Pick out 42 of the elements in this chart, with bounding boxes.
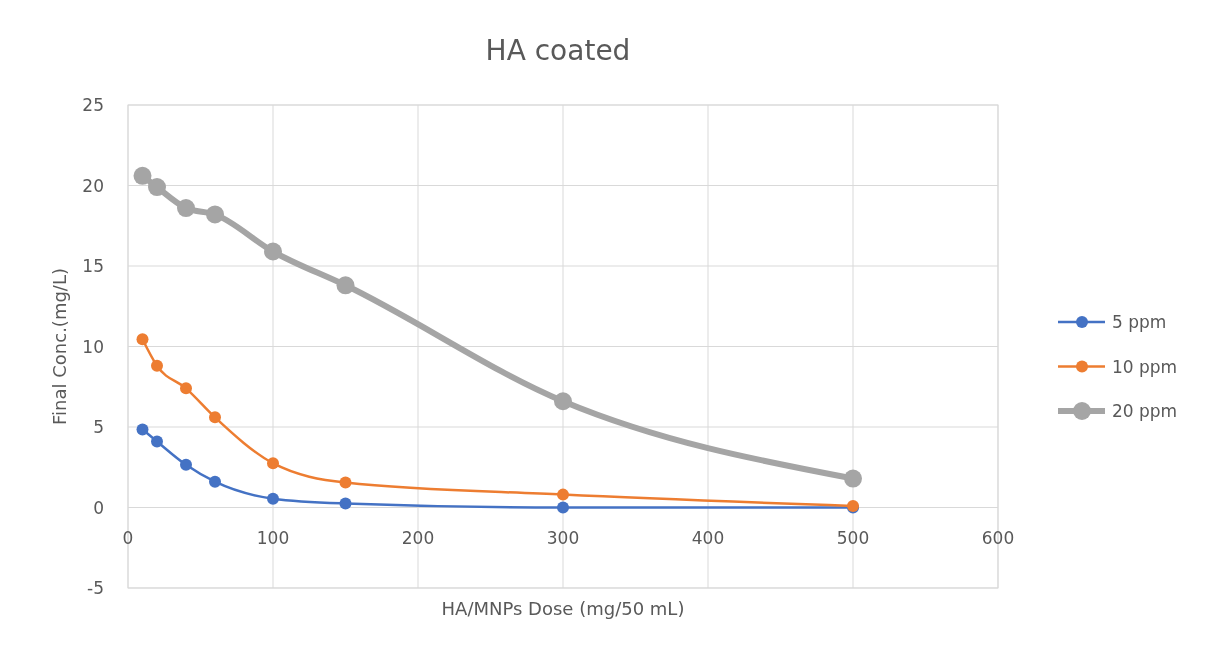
- y-tick-label: 15: [82, 256, 104, 276]
- point: [557, 501, 569, 514]
- point: [339, 476, 352, 489]
- y-tick-label: 20: [82, 175, 104, 196]
- legend-label: 10 ppm: [1112, 356, 1178, 377]
- legend-label: 20 ppm: [1112, 401, 1178, 421]
- point: [133, 166, 152, 185]
- point: [206, 205, 224, 224]
- point: [180, 382, 192, 395]
- point: [267, 457, 279, 470]
- y-tick-label: -5: [87, 578, 104, 598]
- point: [180, 458, 192, 471]
- point: [336, 276, 355, 295]
- y-tick-label: 5: [93, 417, 104, 437]
- point: [177, 199, 195, 218]
- point: [844, 469, 862, 488]
- point: [554, 392, 572, 411]
- point: [151, 359, 163, 372]
- x-tick-label: 500: [836, 528, 870, 548]
- point: [557, 488, 569, 501]
- x-tick-label: 600: [981, 528, 1015, 548]
- point: [339, 497, 352, 510]
- legend-label: 5 ppm: [1112, 312, 1167, 332]
- x-tick-label: 200: [401, 528, 435, 548]
- y-tick-label: 25: [82, 95, 104, 115]
- x-tick-label: 300: [546, 528, 580, 548]
- x-tick-label: 100: [256, 528, 290, 548]
- y-tick-label: 10: [82, 336, 104, 357]
- point: [148, 178, 166, 197]
- point: [136, 333, 149, 346]
- point: [151, 435, 163, 448]
- point: [267, 492, 279, 505]
- point: [264, 242, 282, 261]
- x-tick-label: 0: [122, 528, 134, 548]
- point: [136, 423, 149, 436]
- y-tick-label: 0: [93, 497, 104, 518]
- point: [209, 475, 221, 488]
- chart-title: HA coated: [485, 34, 631, 67]
- x-axis-title: HA/MNPs Dose (mg/50 mL): [441, 598, 685, 619]
- point: [209, 411, 221, 424]
- x-tick-label: 400: [691, 528, 725, 548]
- y-axis-title: Final Conc.(mg/L): [49, 268, 70, 425]
